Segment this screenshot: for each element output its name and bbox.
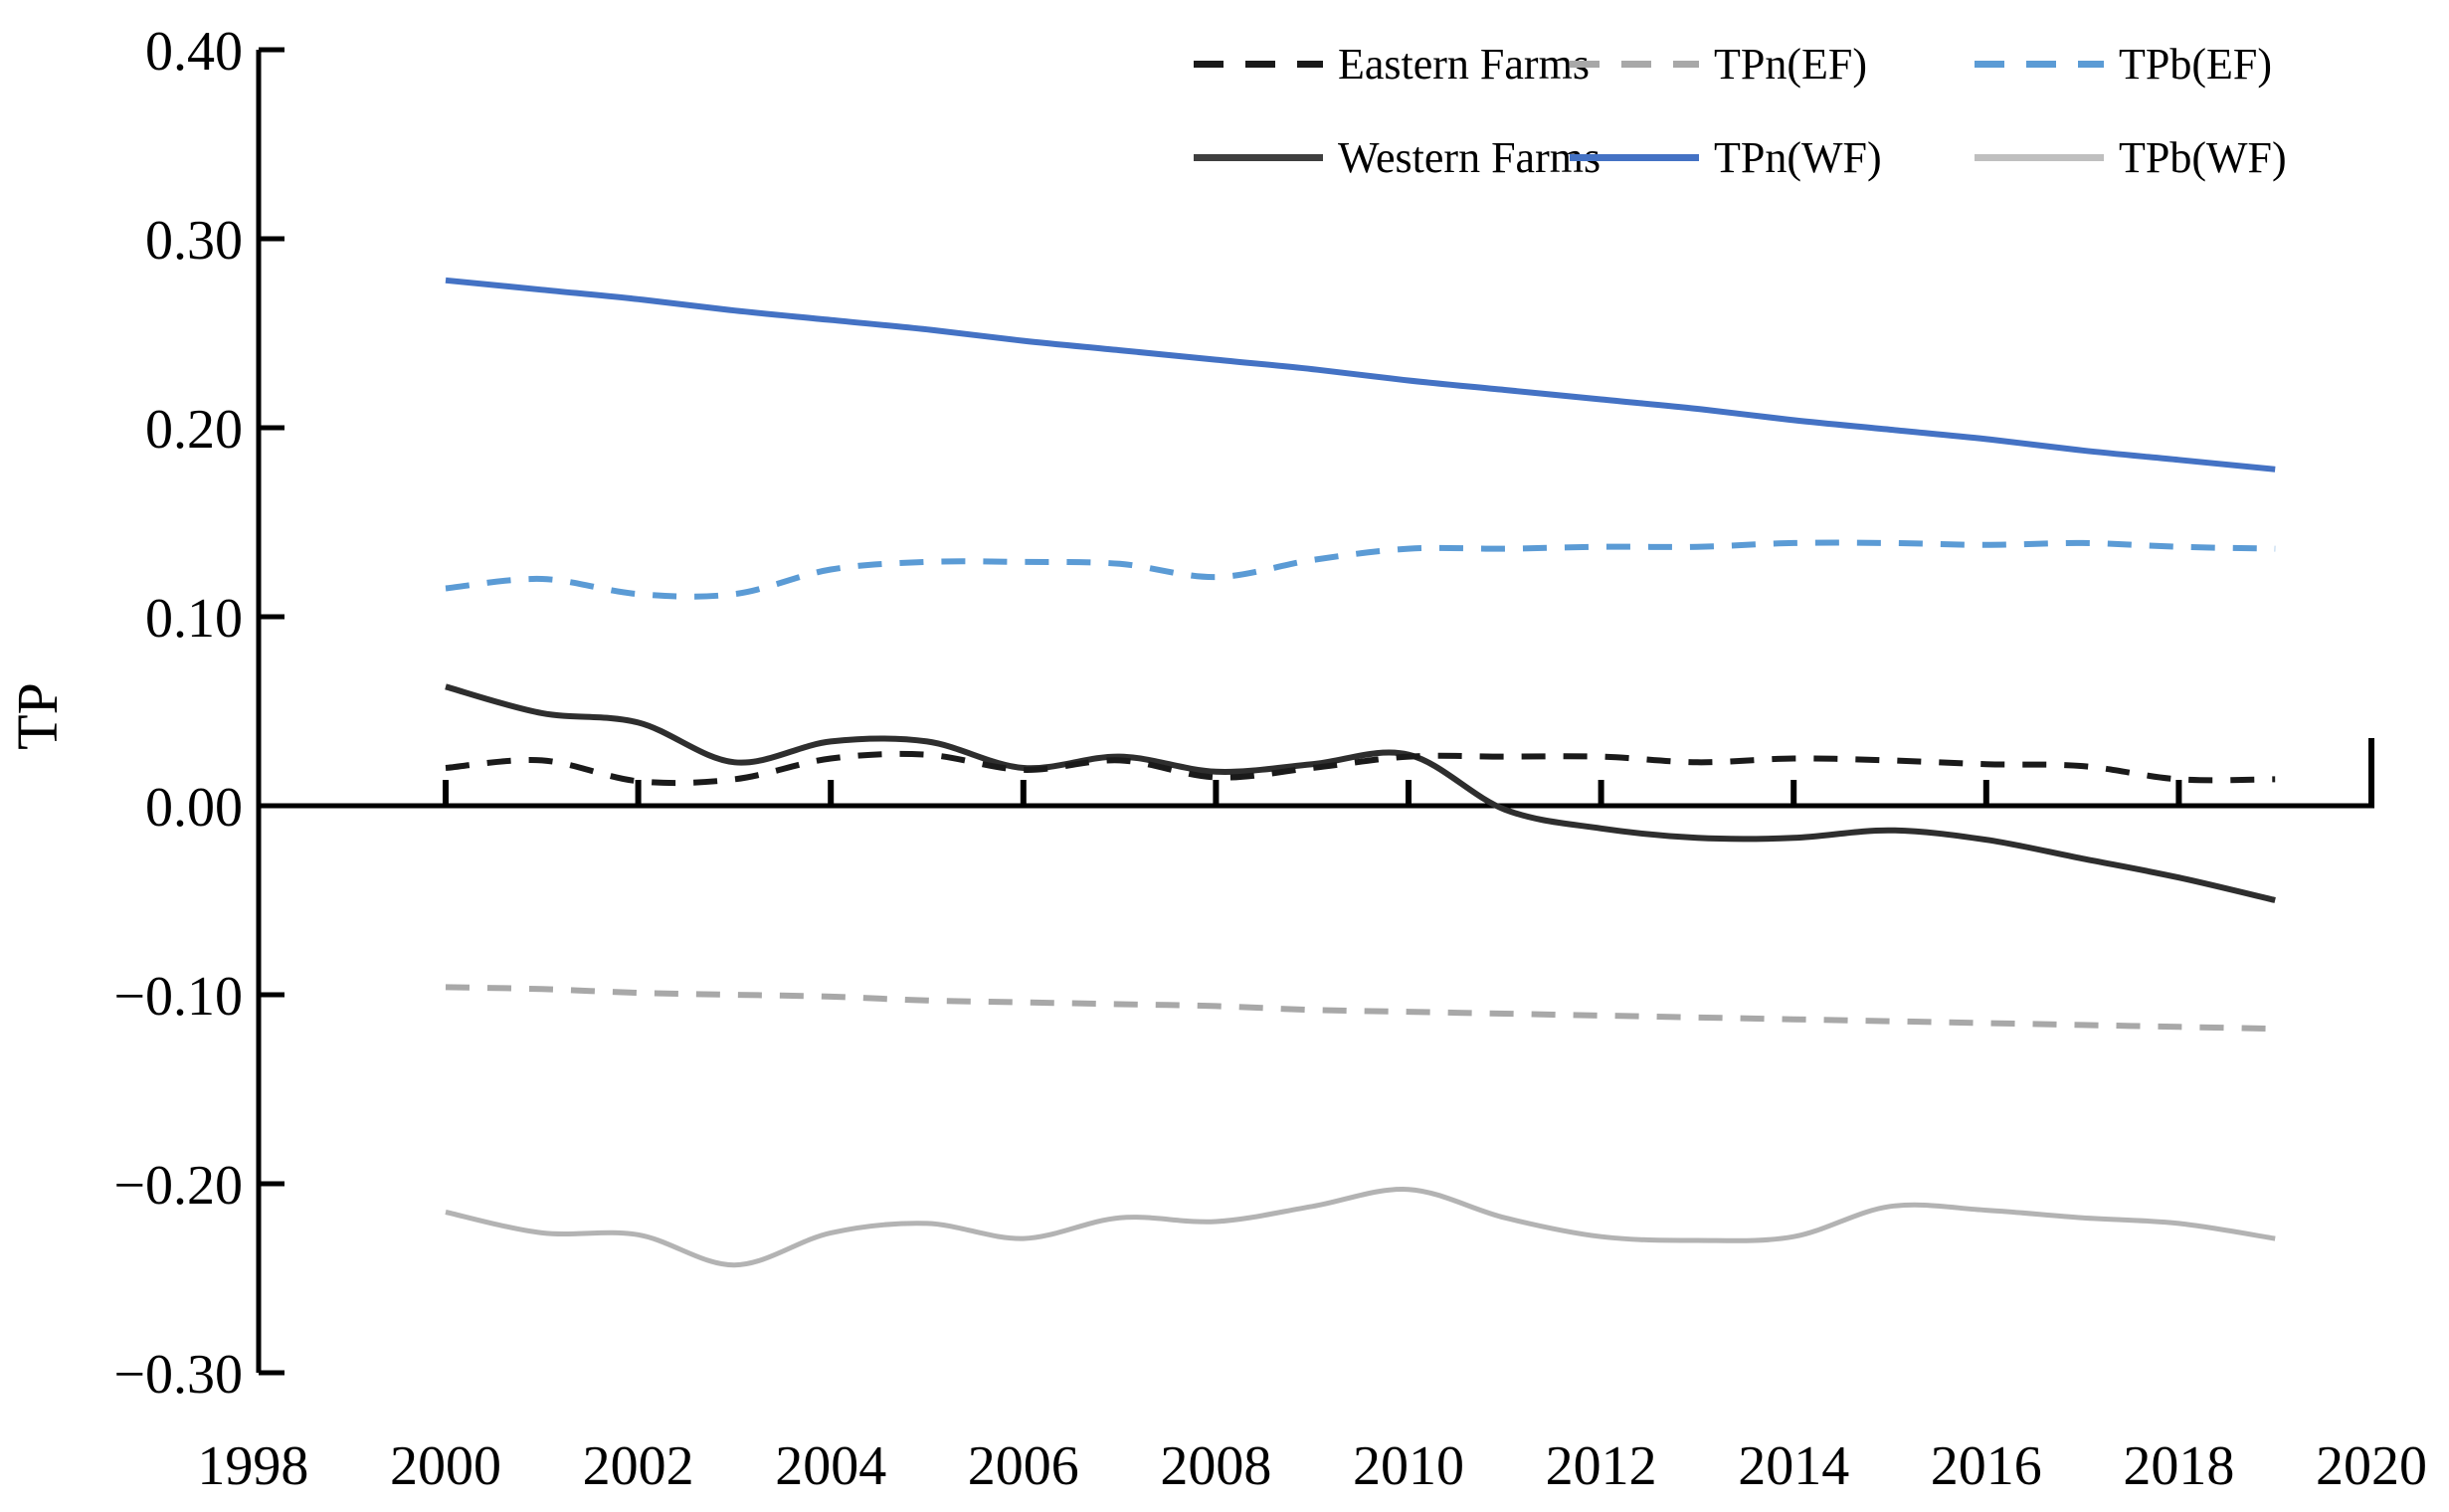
x-tick-label: 2012 [1546,1435,1657,1497]
x-tick-label: 2018 [2123,1435,2234,1497]
legend-swatch [1194,153,1323,161]
series-line-western-farms [445,683,2276,903]
x-tick-label: 2010 [1353,1435,1464,1497]
y-tick-label: 0.10 [145,588,243,650]
y-tick-label: 0.30 [145,210,243,272]
x-tick-label: 2002 [583,1435,694,1497]
y-tick-label: −0.10 [113,966,243,1028]
x-tick-label: 2000 [390,1435,501,1497]
series-group [445,277,2276,1268]
series-line-eastern-farms [445,750,2276,787]
y-tick-label: 0.20 [145,399,243,461]
x-tick-label: 2004 [775,1435,886,1497]
legend: Eastern Farms TPn(EF) TPb(EF) Western Farms… [0,0,2449,229]
x-tick-label: 1998 [197,1435,308,1497]
legend-item-label: TPn(EF) [1714,39,1867,89]
legend-swatch [1975,60,2104,68]
y-tick-label: −0.20 [113,1155,243,1217]
legend-item-label: TPn(WF) [1714,132,1882,182]
legend-item-label: TPb(EF) [2119,39,2272,89]
y-tick-label: 0.00 [145,777,243,839]
series-line-tpb-wf- [445,1187,2276,1268]
series-line-tpb-ef- [445,539,2276,600]
legend-item-tpn-ef-: TPn(EF) [1570,36,1867,92]
series-line-tpn-wf- [445,277,2276,472]
legend-swatch [1570,153,1699,161]
legend-item-label: TPb(WF) [2119,132,2287,182]
legend-item-tpn-wf-: TPn(WF) [1570,129,1882,185]
legend-row: Eastern Farms TPn(EF) TPb(EF) [0,36,2449,92]
legend-swatch [1570,60,1699,68]
y-axis: 0.40 0.30 0.20 0.10 0.00 −0.10 −0.20 −0.30 [113,21,284,1406]
x-tick-label: 2020 [2316,1435,2427,1497]
y-tick-label: 0.40 [145,21,243,83]
y-tick-label: −0.30 [113,1344,243,1406]
y-axis-title: TP [5,682,70,750]
legend-item-western-farms: Western Farms [1194,129,1601,185]
legend-item-eastern-farms: Eastern Farms [1194,36,1590,92]
x-tick-label: 2016 [1931,1435,2042,1497]
legend-swatch [1975,153,2104,161]
legend-row: Western Farms TPn(WF) TPb(WF) [0,129,2449,185]
x-axis: 1998 2000 2002 2004 2006 2008 2010 2012 2014 2016… [197,738,2427,1497]
legend-item-tpb-ef-: TPb(EF) [1975,36,2272,92]
legend-item-label: Western Farms [1338,132,1601,182]
legend-swatch [1194,60,1323,68]
x-tick-label: 2008 [1160,1435,1271,1497]
x-tick-label: 2006 [968,1435,1079,1497]
series-line-tpn-ef- [445,984,2276,1033]
legend-item-label: Eastern Farms [1338,39,1590,89]
x-tick-label: 2014 [1738,1435,1849,1497]
legend-item-tpb-wf-: TPb(WF) [1975,129,2287,185]
